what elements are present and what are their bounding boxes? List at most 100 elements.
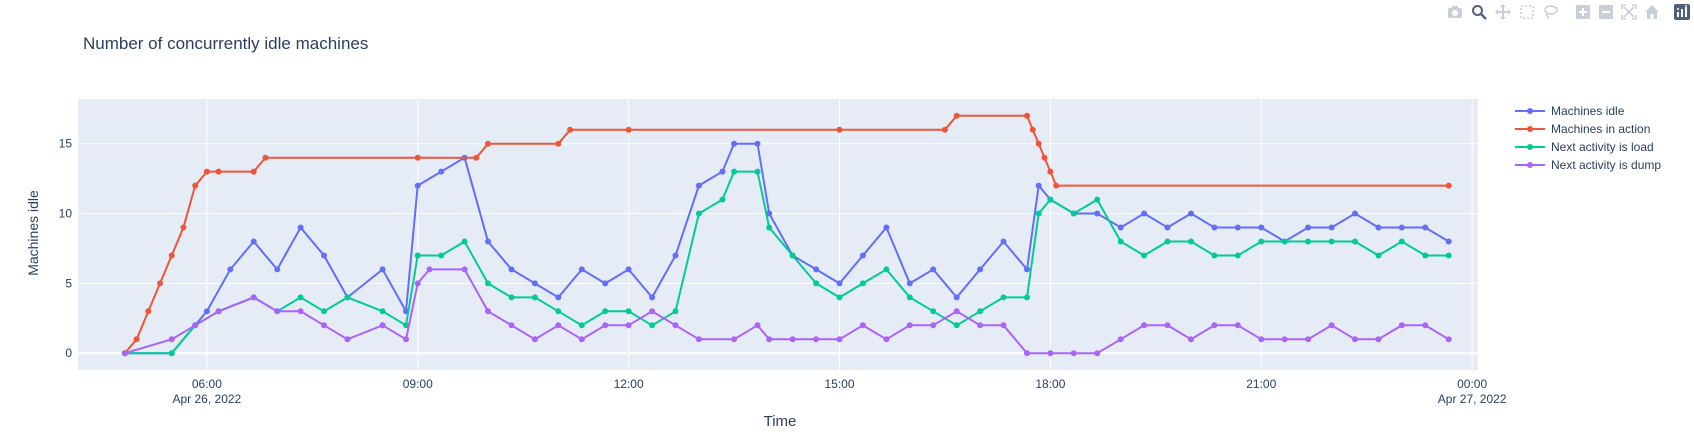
data-point[interactable]: [485, 280, 491, 287]
legend-item[interactable]: Machines in action: [1515, 122, 1650, 136]
data-point[interactable]: [297, 224, 304, 231]
data-point[interactable]: [578, 322, 585, 329]
data-point[interactable]: [1141, 252, 1148, 259]
data-point[interactable]: [508, 266, 515, 273]
data-point[interactable]: [1188, 238, 1194, 245]
data-point[interactable]: [438, 252, 445, 259]
data-point[interactable]: [1029, 126, 1036, 133]
data-point[interactable]: [859, 252, 866, 259]
data-point[interactable]: [1352, 238, 1358, 245]
data-point[interactable]: [1305, 336, 1312, 343]
data-point[interactable]: [1000, 238, 1007, 245]
data-point[interactable]: [836, 280, 843, 287]
data-point[interactable]: [731, 336, 738, 343]
data-point[interactable]: [754, 140, 761, 147]
data-point[interactable]: [1258, 238, 1265, 245]
data-point[interactable]: [262, 154, 269, 161]
data-point[interactable]: [531, 294, 538, 301]
data-point[interactable]: [883, 336, 890, 343]
data-point[interactable]: [473, 154, 480, 161]
data-point[interactable]: [672, 322, 679, 329]
data-point[interactable]: [274, 266, 281, 273]
data-point[interactable]: [1305, 238, 1312, 245]
data-point[interactable]: [133, 336, 140, 343]
data-point[interactable]: [203, 308, 210, 315]
series-next-activity-is-load[interactable]: [121, 168, 1452, 357]
data-point[interactable]: [414, 252, 421, 259]
data-point[interactable]: [731, 168, 738, 175]
data-point[interactable]: [1053, 182, 1060, 189]
data-point[interactable]: [297, 294, 304, 301]
zoom-in-icon[interactable]: [1573, 2, 1593, 22]
data-point[interactable]: [859, 322, 866, 329]
autoscale-icon[interactable]: [1619, 2, 1639, 22]
data-point[interactable]: [555, 294, 562, 301]
data-point[interactable]: [695, 210, 702, 217]
data-point[interactable]: [461, 266, 468, 273]
data-point[interactable]: [531, 280, 538, 287]
data-point[interactable]: [379, 308, 386, 315]
legend-item[interactable]: Next activity is dump: [1515, 158, 1661, 172]
series-next-activity-is-dump[interactable]: [121, 266, 1452, 357]
data-point[interactable]: [1281, 336, 1288, 343]
data-point[interactable]: [250, 168, 257, 175]
data-point[interactable]: [649, 308, 656, 315]
data-point[interactable]: [555, 322, 562, 329]
data-point[interactable]: [145, 308, 152, 315]
data-point[interactable]: [250, 238, 257, 245]
data-point[interactable]: [485, 308, 491, 315]
data-point[interactable]: [930, 308, 937, 315]
data-point[interactable]: [813, 336, 820, 343]
data-point[interactable]: [1047, 350, 1054, 357]
lasso-select-icon[interactable]: [1541, 2, 1561, 22]
data-point[interactable]: [438, 168, 445, 175]
data-point[interactable]: [836, 336, 843, 343]
data-point[interactable]: [1422, 224, 1429, 231]
data-point[interactable]: [1094, 210, 1101, 217]
zoom-out-icon[interactable]: [1596, 2, 1616, 22]
data-point[interactable]: [1070, 210, 1077, 217]
box-select-icon[interactable]: [1517, 2, 1537, 22]
data-point[interactable]: [1141, 210, 1148, 217]
data-point[interactable]: [215, 168, 222, 175]
data-point[interactable]: [1422, 322, 1429, 329]
data-point[interactable]: [1422, 252, 1429, 259]
data-point[interactable]: [1352, 336, 1358, 343]
data-point[interactable]: [754, 168, 761, 175]
data-point[interactable]: [1000, 322, 1007, 329]
data-point[interactable]: [555, 308, 562, 315]
data-point[interactable]: [766, 336, 773, 343]
data-point[interactable]: [1024, 294, 1030, 301]
data-point[interactable]: [192, 182, 199, 189]
data-point[interactable]: [906, 294, 913, 301]
data-point[interactable]: [379, 266, 386, 273]
series-machines-in-action[interactable]: [121, 112, 1452, 357]
data-point[interactable]: [1047, 196, 1054, 203]
data-point[interactable]: [1445, 238, 1452, 245]
data-point[interactable]: [1398, 238, 1405, 245]
data-point[interactable]: [203, 168, 210, 175]
data-point[interactable]: [649, 294, 656, 301]
data-point[interactable]: [672, 308, 679, 315]
data-point[interactable]: [192, 322, 199, 329]
data-point[interactable]: [414, 154, 421, 161]
data-point[interactable]: [1352, 210, 1358, 217]
data-point[interactable]: [836, 294, 843, 301]
data-point[interactable]: [1164, 238, 1171, 245]
data-point[interactable]: [461, 238, 468, 245]
data-point[interactable]: [344, 294, 351, 301]
data-point[interactable]: [578, 266, 585, 273]
data-point[interactable]: [1094, 196, 1101, 203]
data-point[interactable]: [789, 252, 796, 259]
data-point[interactable]: [168, 252, 175, 259]
data-point[interactable]: [485, 140, 491, 147]
data-point[interactable]: [649, 322, 656, 329]
data-point[interactable]: [121, 350, 128, 357]
data-point[interactable]: [1000, 294, 1007, 301]
data-point[interactable]: [157, 280, 163, 287]
data-point[interactable]: [1035, 210, 1042, 217]
data-point[interactable]: [836, 126, 843, 133]
data-point[interactable]: [321, 308, 327, 315]
data-point[interactable]: [602, 308, 609, 315]
data-point[interactable]: [625, 266, 632, 273]
